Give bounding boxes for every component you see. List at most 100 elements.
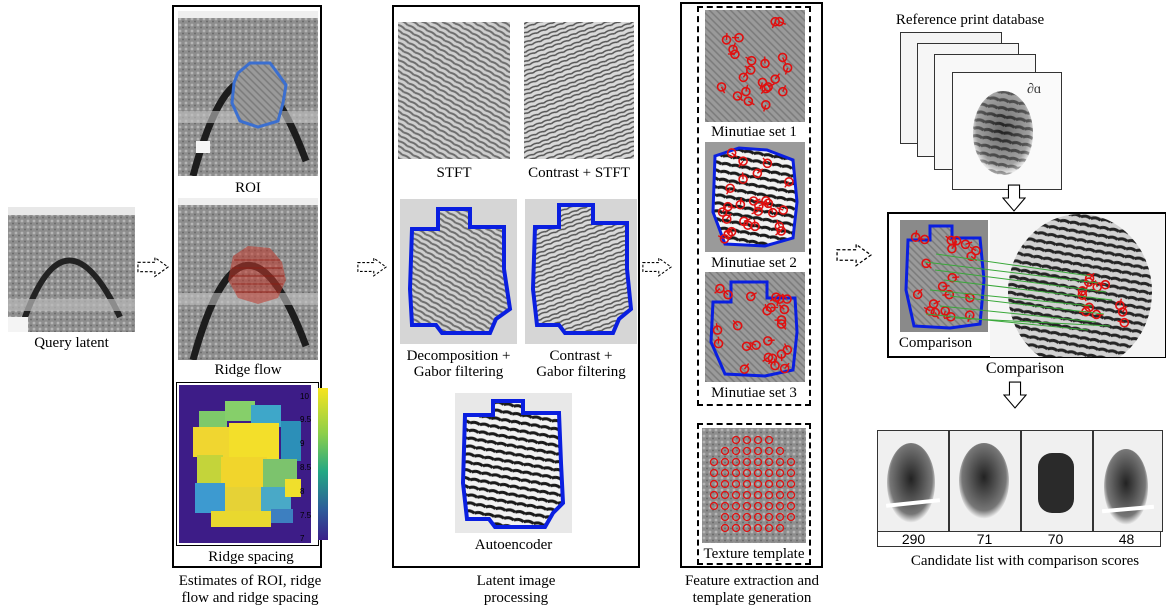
minutia-direction [969,246,977,252]
minutia-marker [732,91,743,101]
candidate-list: 290 71 70 48 [877,430,1163,547]
colorbar-tick: 10 [300,392,309,401]
minutia-marker [919,234,930,245]
contrast-gabor-image [525,199,637,344]
texture-marker [742,479,752,489]
candidate-caption: Candidate list with comparison scores [910,553,1140,569]
minutia-direction [943,316,952,320]
minutia-direction [750,292,758,298]
minutia-marker [971,245,981,256]
colorbar-tick: 7.5 [300,511,312,520]
texture-marker [753,457,763,467]
minutia-marker [726,148,737,158]
database-label: Reference print database [895,12,1045,28]
minutia-marker [757,77,768,88]
candidate-card [877,430,949,532]
stage3-caption-line1: Feature extraction and [684,573,820,589]
minutia-direction [717,235,725,240]
ridge-flow-label: Ridge flow [214,362,282,378]
minutia-direction [758,202,766,207]
minutia-direction [952,276,960,279]
texture-marker [731,501,741,511]
stft-label: STFT [436,165,472,181]
texture-marker [731,512,741,522]
minutia-direction [765,200,769,208]
texture-marker [709,490,719,500]
texture-marker [742,523,752,533]
minutia-marker [951,235,962,246]
minutia-direction [1094,280,1098,288]
texture-marker [720,501,730,511]
minutia-direction [762,157,768,164]
minutia-direction [731,152,738,158]
decomposition-gabor-label-2: Gabor filtering [413,364,504,380]
minutia-marker [752,168,763,179]
minutia-marker [763,82,773,92]
minutia-direction [778,304,785,310]
minutia-direction [727,206,735,209]
minutia-marker [723,201,733,212]
minutia-direction [925,262,932,269]
texture-template-image [702,428,806,543]
texture-marker [764,468,774,478]
texture-marker [720,512,730,522]
minutia-direction [779,21,787,25]
stage1-caption-line1: Estimates of ROI, ridge [178,573,322,589]
candidate-card [1093,430,1163,532]
minutia-marker [741,341,752,352]
colorbar-tick: 8 [300,487,305,496]
texture-marker [775,468,785,478]
minutia-direction [769,205,774,213]
match-line [954,317,1111,327]
texture-marker [753,479,763,489]
minutia-direction [720,86,726,94]
texture-marker [786,490,796,500]
minutia-direction [943,310,946,318]
minutia-direction [945,235,952,241]
minutia-direction [781,57,787,64]
minutia-marker [761,195,771,206]
minutia-direction [784,181,790,188]
texture-marker [775,523,785,533]
minutia-direction [933,300,941,305]
texture-marker [786,457,796,467]
texture-marker [731,457,741,467]
minutia-direction [743,218,751,222]
minutia-marker [717,207,728,217]
minutia-direction [747,100,755,106]
match-line [924,261,1099,284]
candidate-card [1021,430,1093,532]
comparison-panel [887,212,1166,358]
minutia-direction [715,323,719,331]
minutia-direction [776,206,784,211]
minutia-direction [767,357,773,365]
decomposition-gabor-image [400,199,517,344]
texture-marker [720,523,730,533]
minutia-direction [776,298,781,306]
texture-marker [742,435,752,445]
minutia-direction [781,293,788,300]
colorbar-tick: 9.5 [300,415,312,424]
minutia-direction [781,323,787,330]
match-line [939,305,1097,323]
colorbar-ticks: 10 9.5 9 8.5 8 7.5 7 [300,388,320,544]
minutia-direction [745,56,752,62]
minutia-marker [1084,302,1095,313]
minutia-marker [738,72,749,83]
texture-marker [775,457,785,467]
minutia-direction [763,104,767,112]
minutia-direction [951,242,957,250]
minutia-marker [779,363,790,374]
ridge-spacing-heatmap [176,382,319,546]
minutia-direction [775,230,782,236]
minutia-marker [762,158,773,169]
match-line [935,253,1091,277]
score-cell: 48 [1118,531,1135,547]
minutia-marker [921,258,931,269]
texture-marker [720,457,730,467]
database-card-stack: ∂ɑ [900,32,1062,190]
minutia-marker [770,16,780,27]
minutiae-set-1-image [705,10,805,122]
minutia-direction [746,345,753,351]
